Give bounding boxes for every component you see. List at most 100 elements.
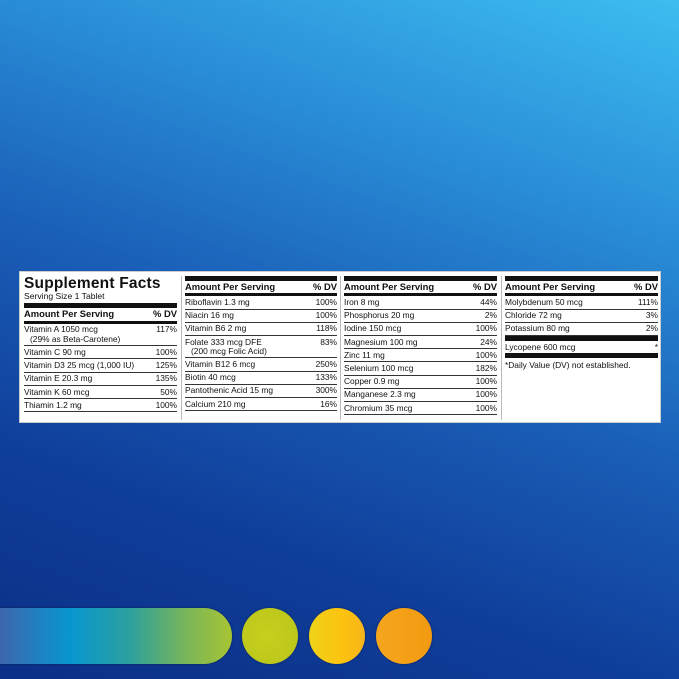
table-header: Amount Per Serving % DV (505, 281, 658, 297)
nutrient-dv: 111% (637, 296, 658, 307)
table-header: Amount Per Serving % DV (24, 308, 177, 324)
nutrient-label: Vitamin D3 25 mcg (1,000 IU) (24, 360, 135, 371)
nutrient-sublabel: (29% as Beta-Carotene) (30, 333, 121, 344)
nutrient-name: Vitamin B12 6 mcg (185, 359, 255, 369)
nutrient-row: Biotin 40 mcg 133% (185, 372, 337, 385)
nutrient-dv: 133% (315, 372, 337, 383)
nutrient-row: Copper 0.9 mg 100% (344, 376, 497, 389)
nutrient-label: Thiamin 1.2 mg (24, 399, 82, 410)
nutrient-label: Folate 333 mcg DFE (185, 336, 262, 347)
nutrient-dv: 100% (475, 349, 497, 360)
nutrient-name: Selenium 100 mcg (344, 363, 414, 374)
amount-header: Amount Per Serving (505, 281, 596, 292)
facts-column-2: Amount Per Serving % DV Riboflavin 1.3 mg 1… (185, 276, 337, 412)
nutrient-row: Iron 8 mg 44% (344, 296, 497, 310)
nutrient-label: Niacin 16 mg (185, 310, 234, 321)
nutrient-row: Vitamin B12 6 mcg 250% (185, 358, 337, 372)
nutrient-dv: 100% (475, 323, 497, 334)
nutrient-row: Chloride 72 mg 3% (505, 310, 658, 323)
thick-rule (24, 303, 177, 309)
panel-title: Supplement Facts (24, 275, 161, 292)
nutrient-row: Riboflavin 1.3 mg 100% (185, 296, 337, 310)
nutrient-row: Pantothenic Acid 15 mg 300% (185, 385, 337, 399)
nutrient-label: Calcium 210 mg (185, 398, 246, 409)
nutrient-name: Phosphorus 20 mg (344, 311, 414, 320)
nutrient-name: Vitamin A 1050 mcg (29% as Beta-Carotene) (24, 324, 121, 344)
nutrient-dv: 24% (480, 336, 497, 347)
nutrient-dv: 2% (645, 323, 658, 334)
serving-size: Serving Size 1 Tablet (24, 291, 105, 301)
nutrient-row: Vitamin E 20.3 mg 135% (24, 373, 177, 386)
nutrient-name: Molybdenum 50 mcg (505, 297, 583, 307)
nutrient-name: Zinc 11 mg (344, 350, 385, 360)
nutrient-name: Iron 8 mg (344, 297, 379, 307)
nutrient-dv: 100% (315, 310, 337, 321)
nutrient-dv: 300% (315, 385, 337, 396)
facts-column-1: Supplement Facts Serving Size 1 Tablet A… (24, 275, 177, 413)
nutrient-name: Copper 0.9 mg (344, 377, 399, 386)
nutrient-label: Magnesium 100 mg (344, 336, 418, 347)
nutrient-row: Niacin 16 mg 100% (185, 310, 337, 323)
nutrient-label: Vitamin C 90 mg (24, 346, 86, 357)
nutrient-dv: 16% (320, 398, 337, 409)
nutrient-label: Vitamin B6 2 mg (185, 323, 247, 334)
nutrient-row: Chromium 35 mcg 100% (344, 402, 497, 416)
table-header: Amount Per Serving % DV (344, 281, 497, 297)
nutrient-sublabel: (200 mcg Folic Acid) (191, 345, 267, 356)
nutrient-row: Vitamin C 90 mg 100% (24, 346, 177, 360)
nutrient-name: Thiamin 1.2 mg (24, 399, 82, 410)
nutrient-label: Vitamin E 20.3 mg (24, 373, 93, 384)
nutrient-dv: 3% (645, 310, 658, 321)
nutrient-dv: 100% (155, 346, 177, 357)
nutrient-label: Selenium 100 mcg (344, 363, 414, 374)
nutrient-dv: 2% (484, 310, 497, 321)
amount-header: Amount Per Serving (24, 308, 115, 320)
nutrient-name: Calcium 210 mg (185, 398, 246, 409)
thick-rule (505, 353, 658, 359)
nutrient-name: Potassium 80 mg (505, 324, 570, 333)
dv-header: % DV (153, 308, 177, 320)
nutrient-name: Vitamin D3 25 mcg (1,000 IU) (24, 360, 135, 371)
nutrient-row: Vitamin D3 25 mcg (1,000 IU) 125% (24, 359, 177, 373)
nutrient-row: Vitamin B6 2 mg 118% (185, 323, 337, 336)
nutrient-row: Thiamin 1.2 mg 100% (24, 399, 177, 413)
nutrient-row: Calcium 210 mg 16% (185, 398, 337, 412)
thick-rule (344, 276, 497, 281)
nutrient-dv: 250% (315, 359, 337, 370)
footnote: *Daily Value (DV) not established. (505, 360, 631, 371)
yellow-dot-decoration (309, 608, 365, 664)
nutrient-dv: 182% (475, 363, 497, 374)
nutrient-label: Pantothenic Acid 15 mg (185, 385, 273, 396)
nutrient-row: Iodine 150 mcg 100% (344, 323, 497, 336)
nutrient-name: Chloride 72 mg (505, 311, 562, 320)
gradient-bar-decoration (0, 608, 232, 664)
thick-rule (185, 276, 337, 281)
nutrient-label: Potassium 80 mg (505, 323, 570, 334)
green-dot-decoration (242, 608, 298, 664)
column-divider (340, 276, 341, 420)
nutrient-row: Vitamin K 60 mcg 50% (24, 386, 177, 400)
nutrient-dv: 100% (475, 389, 497, 400)
nutrient-name: Vitamin E 20.3 mg (24, 374, 92, 383)
nutrient-label: Vitamin A 1050 mcg (24, 324, 98, 335)
dv-header: % DV (473, 281, 497, 292)
nutrient-name: Pantothenic Acid 15 mg (185, 386, 273, 395)
nutrient-name: Folate 333 mcg DFE (200 mcg Folic Acid) (185, 336, 267, 356)
nutrient-label: Manganese 2.3 mg (344, 389, 416, 400)
nutrient-row: Molybdenum 50 mcg 111% (505, 296, 658, 310)
nutrient-dv: 44% (480, 296, 497, 307)
facts-column-4: Amount Per Serving % DV Molybdenum 50 mcg 1… (505, 276, 658, 370)
thick-rule (505, 276, 658, 281)
nutrient-label: Lycopene 600 mcg (505, 341, 576, 352)
nutrient-label: Chloride 72 mg (505, 310, 562, 321)
table-header: Amount Per Serving % DV (185, 281, 337, 297)
nutrient-label: Chromium 35 mcg (344, 402, 413, 413)
nutrient-name: Manganese 2.3 mg (344, 390, 416, 399)
orange-dot-decoration (376, 608, 432, 664)
nutrient-dv: 100% (475, 402, 497, 413)
column-divider (501, 276, 502, 420)
nutrient-dv: * (654, 341, 658, 352)
nutrient-row: Potassium 80 mg 2% (505, 323, 658, 336)
nutrient-name: Vitamin B6 2 mg (185, 324, 246, 333)
nutrient-row: Vitamin A 1050 mcg (29% as Beta-Carotene)… (24, 324, 177, 347)
